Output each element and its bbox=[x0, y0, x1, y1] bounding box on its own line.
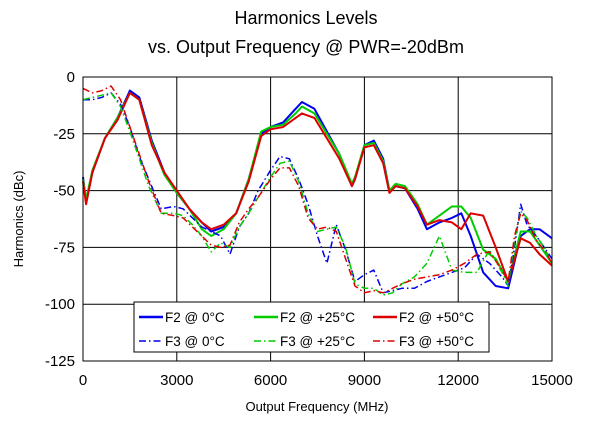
legend-entry-label: F3 @ +25°C bbox=[280, 334, 355, 349]
plot-frame bbox=[82, 76, 553, 362]
x-tick-label: 3000 bbox=[160, 372, 193, 389]
legend-entry-label: F2 @ 0°C bbox=[165, 310, 225, 325]
series-line-5 bbox=[82, 92, 553, 296]
chart-title: Harmonics Levels bbox=[234, 8, 377, 28]
legend: F2 @ 0°C F2 @ +25°C F2 @ +50°C F3 @ 0°C F3 @… bbox=[133, 301, 490, 353]
chart-subtitle: vs. Output Frequency @ PWR=-20dBm bbox=[148, 37, 464, 57]
y-tick-label: -25 bbox=[53, 126, 75, 143]
y-tick-label: -125 bbox=[45, 353, 75, 370]
series-line-4 bbox=[83, 92, 553, 294]
x-tick-label: 6000 bbox=[254, 372, 287, 389]
x-tick-label: 9000 bbox=[348, 372, 381, 389]
legend-entry-label: F2 @ +50°C bbox=[399, 310, 474, 325]
y-tick-label: -100 bbox=[45, 296, 75, 313]
legend-box bbox=[133, 301, 490, 353]
legend-entry-label: F2 @ +25°C bbox=[280, 310, 355, 325]
y-tick-label: 0 bbox=[67, 69, 75, 86]
x-tick-label: 15000 bbox=[531, 372, 573, 389]
y-tick-label: -50 bbox=[53, 183, 75, 200]
series-line-6 bbox=[82, 85, 553, 294]
tick-labels: 0 3000 6000 9000 12000 15000 0 -25 -50 -75 -100 -12… bbox=[45, 69, 573, 389]
x-tick-label: 12000 bbox=[437, 372, 479, 389]
y-axis-label: Harmonics (dBc) bbox=[11, 171, 26, 268]
series-layer bbox=[82, 85, 553, 296]
x-tick-label: 0 bbox=[79, 372, 87, 389]
legend-entry-label: F3 @ +50°C bbox=[399, 334, 474, 349]
legend-entry-label: F3 @ 0°C bbox=[165, 334, 225, 349]
series-line-3 bbox=[82, 91, 553, 283]
x-axis-label: Output Frequency (MHz) bbox=[245, 399, 388, 414]
y-tick-label: -75 bbox=[53, 239, 75, 256]
